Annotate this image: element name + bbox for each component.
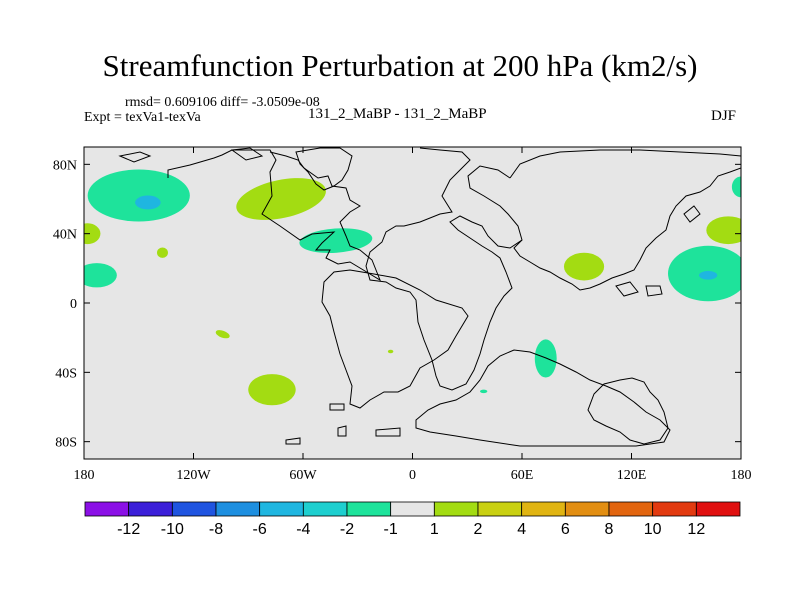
anomaly-far-east-negative — [731, 176, 741, 198]
x-tick-label: 60W — [289, 468, 317, 483]
y-tick-label: 40N — [53, 228, 77, 243]
colorbar-swatch — [346, 501, 392, 517]
case-text: 131_2_MaBP - 131_2_MaBP — [308, 106, 487, 122]
colorbar-label: 2 — [474, 521, 483, 538]
colorbar-label: -2 — [340, 521, 354, 538]
rmsd-text: rmsd= 0.609106 diff= -3.0509e-08 — [125, 95, 320, 110]
coastline-south-america — [321, 269, 469, 409]
anomaly-n-atlantic-negative — [299, 228, 373, 253]
colorbar-label: 8 — [605, 521, 614, 538]
colorbar-swatch — [84, 501, 130, 517]
colorbar-swatch — [128, 501, 173, 517]
colorbar-label: 10 — [644, 521, 662, 538]
colorbar-label: -10 — [161, 521, 184, 538]
coastline-north-america — [167, 149, 382, 282]
map-background — [84, 147, 741, 459]
coastline-japan-islands — [615, 205, 701, 297]
anomaly-s-atlantic-dot — [387, 349, 394, 354]
colorbar-swatch — [652, 501, 697, 517]
colorbar-label: 12 — [687, 521, 705, 538]
chart-title: Streamfunction Perturbation at 200 hPa (… — [102, 48, 698, 83]
anomaly-n-pacific-negative — [87, 169, 190, 222]
colorbar-swatch — [477, 501, 523, 517]
colorbar-label: -12 — [117, 521, 140, 538]
colorbar-swatch — [521, 501, 566, 517]
anomaly-asia-positive — [563, 252, 605, 281]
colorbar-swatch — [171, 501, 217, 517]
anomaly-s-pacific-positive-small — [215, 330, 230, 339]
x-tick-label: 60E — [511, 468, 534, 483]
x-tick-label: 180 — [74, 468, 95, 483]
y-tick-label: 80S — [55, 436, 77, 451]
colorbar-swatch — [433, 501, 479, 517]
coastline-antarctica — [415, 349, 671, 447]
colorbar-swatch — [695, 501, 741, 517]
colorbar-swatch — [302, 501, 348, 517]
anomaly-ne-pacific-positive — [706, 216, 741, 245]
colorbar-label: -4 — [296, 521, 310, 538]
colorbar-label: -6 — [253, 521, 267, 538]
colorbar-label: 4 — [517, 521, 526, 538]
colorbar-label: -8 — [209, 521, 223, 538]
coastline-arctic-islands — [118, 147, 264, 163]
season-label: DJF — [711, 108, 737, 124]
y-tick-label: 80N — [53, 158, 77, 173]
colorbar-swatch — [390, 501, 435, 517]
x-tick-label: 120E — [617, 468, 647, 483]
anomaly-n-pacific-negative-core — [135, 195, 161, 210]
x-tick-label: 120W — [176, 468, 211, 483]
experiment-text: Expt = texVa1-texVa — [84, 110, 201, 125]
anomaly-w-pacific-positive-small — [84, 223, 101, 245]
x-tick-label: 180 — [731, 468, 752, 483]
axis-layer: 180 120W 60W 0 60E 120E 180 80N 40N 0 40S 80S — [53, 147, 752, 483]
colorbar-label: 6 — [561, 521, 570, 538]
anomaly-subtrop-pacific-positive — [157, 247, 168, 258]
colorbar-label: -1 — [384, 521, 398, 538]
anomaly-layer — [84, 169, 741, 406]
colorbar-swatch — [564, 501, 610, 517]
anomaly-e-asia-negative-core — [699, 270, 718, 280]
anomaly-s-indian-dot — [480, 389, 488, 394]
coastline-layer — [118, 147, 741, 447]
y-tick-label: 0 — [70, 297, 77, 312]
y-tick-label: 40S — [55, 366, 77, 381]
coastline-greenland — [295, 147, 353, 191]
colorbar-label: 1 — [430, 521, 439, 538]
anomaly-w-pacific-negative-small — [84, 263, 117, 288]
colorbar-swatch — [259, 501, 304, 517]
colorbar-swatch — [215, 501, 261, 517]
coastline-southern-islands — [285, 403, 401, 445]
coastline-asia — [509, 149, 741, 291]
colorbar: -12 -10 -8 -6 -4 -2 -1 1 2 4 6 8 10 12 — [84, 501, 741, 538]
anomaly-s-indian-negative — [534, 339, 557, 378]
colorbar-swatch — [608, 501, 654, 517]
x-tick-label: 0 — [409, 468, 416, 483]
anomaly-s-pacific-positive — [248, 374, 296, 406]
anomaly-n-america-positive — [236, 178, 326, 220]
coastline-europe-africa — [365, 147, 523, 391]
